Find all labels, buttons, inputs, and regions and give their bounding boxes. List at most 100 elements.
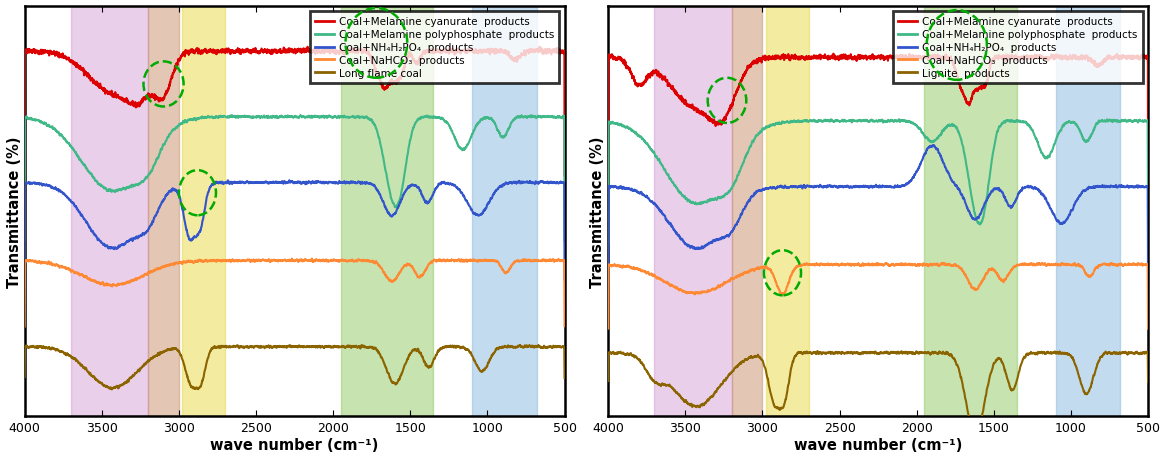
- Coal+NH₄H₂PO₄  products: [1099, 184, 1113, 189]
- Line: Long flame coal: Long flame coal: [25, 345, 565, 390]
- Coal+NaHCO₃  products: [936, 260, 950, 266]
- Long flame coal: [105, 387, 119, 392]
- Long flame coal: [214, 344, 228, 349]
- Coal+Melamine polyphosphate  products: [516, 115, 530, 121]
- Coal+NaHCO₃  products: [272, 258, 286, 264]
- Long flame coal: [558, 375, 572, 381]
- Coal+NaHCO₃  products: [516, 257, 530, 263]
- Coal+Melamine polyphosphate  products: [601, 241, 615, 246]
- Coal+NH₄H₂PO₄  products: [212, 180, 226, 185]
- Coal+Melamine cyanurate  products: [1099, 56, 1113, 62]
- Coal+NH₄H₂PO₄  products: [131, 235, 145, 241]
- Coal+Melamine polyphosphate  products: [131, 183, 145, 188]
- Coal+Melamine polyphosphate  products: [796, 118, 810, 124]
- Coal+NaHCO₃  products: [1099, 262, 1113, 267]
- Long flame coal: [131, 369, 145, 375]
- Coal+NaHCO₃  products: [212, 258, 226, 263]
- Coal+Melamine polyphosphate  products: [824, 117, 838, 123]
- Coal+Melamine polyphosphate  products: [714, 195, 728, 200]
- Y-axis label: Transmittance (%): Transmittance (%): [7, 136, 22, 287]
- Coal+Melamine cyanurate  products: [516, 52, 530, 58]
- Coal+Melamine cyanurate  products: [131, 103, 145, 108]
- X-axis label: wave number (cm⁻¹): wave number (cm⁻¹): [794, 437, 963, 452]
- Coal+Melamine polyphosphate  products: [338, 115, 352, 121]
- Coal+Melamine cyanurate  products: [18, 174, 32, 179]
- Coal+Melamine cyanurate  products: [857, 54, 871, 60]
- Bar: [924, 7, 1016, 416]
- Coal+Melamine polyphosphate  products: [361, 116, 375, 122]
- Coal+Melamine polyphosphate  products: [944, 123, 958, 129]
- Lignite  products: [1141, 379, 1155, 385]
- Long flame coal: [516, 345, 530, 350]
- Coal+NH₄H₂PO₄  products: [18, 277, 32, 282]
- Coal+NaHCO₃  products: [714, 282, 728, 288]
- Coal+Melamine polyphosphate  products: [212, 114, 226, 119]
- Coal+Melamine cyanurate  products: [532, 45, 546, 50]
- Coal+NaHCO₃  products: [796, 262, 810, 268]
- Legend: Coal+Melamine cyanurate  products, Coal+Melamine polyphosphate  products, Coal+N: Coal+Melamine cyanurate products, Coal+M…: [309, 12, 559, 84]
- Coal+NaHCO₃  products: [601, 326, 615, 332]
- Coal+Melamine polyphosphate  products: [857, 118, 871, 124]
- Coal+Melamine cyanurate  products: [558, 174, 572, 179]
- Line: Coal+NH₄H₂PO₄  products: Coal+NH₄H₂PO₄ products: [608, 146, 1148, 282]
- Coal+NH₄H₂PO₄  products: [1141, 279, 1155, 285]
- Coal+Melamine cyanurate  products: [826, 52, 840, 57]
- Coal+Melamine polyphosphate  products: [1099, 118, 1113, 124]
- Line: Coal+Melamine cyanurate  products: Coal+Melamine cyanurate products: [608, 55, 1148, 180]
- Coal+Melamine polyphosphate  products: [558, 238, 572, 244]
- Coal+NaHCO₃  products: [338, 259, 352, 264]
- Coal+Melamine cyanurate  products: [796, 56, 810, 61]
- X-axis label: wave number (cm⁻¹): wave number (cm⁻¹): [210, 437, 379, 452]
- Coal+NH₄H₂PO₄  products: [927, 143, 941, 149]
- Bar: [71, 7, 148, 416]
- Coal+NaHCO₃  products: [855, 261, 869, 267]
- Coal+Melamine polyphosphate  products: [922, 139, 936, 144]
- Line: Coal+NH₄H₂PO₄  products: Coal+NH₄H₂PO₄ products: [25, 181, 565, 280]
- Long flame coal: [531, 342, 545, 348]
- Coal+NH₄H₂PO₄  products: [944, 178, 958, 183]
- Bar: [655, 7, 732, 416]
- Coal+Melamine cyanurate  products: [1141, 178, 1155, 183]
- Coal+Melamine cyanurate  products: [361, 50, 375, 56]
- Coal+NaHCO₃  products: [131, 276, 145, 281]
- Lignite  products: [922, 350, 936, 356]
- Line: Coal+Melamine polyphosphate  products: Coal+Melamine polyphosphate products: [608, 120, 1148, 244]
- Long flame coal: [338, 345, 352, 351]
- Lignite  products: [855, 351, 869, 356]
- Coal+NH₄H₂PO₄  products: [558, 277, 572, 283]
- Bar: [1055, 7, 1120, 416]
- Coal+NH₄H₂PO₄  products: [796, 184, 810, 190]
- Coal+NH₄H₂PO₄  products: [922, 146, 936, 151]
- Long flame coal: [18, 375, 32, 380]
- Coal+Melamine cyanurate  products: [944, 58, 958, 64]
- Coal+NaHCO₃  products: [18, 324, 32, 330]
- Coal+Melamine polyphosphate  products: [225, 113, 239, 119]
- Coal+NaHCO₃  products: [944, 263, 958, 268]
- Coal+NaHCO₃  products: [361, 257, 375, 263]
- Coal+Melamine cyanurate  products: [922, 56, 936, 62]
- Bar: [182, 7, 225, 416]
- Coal+NH₄H₂PO₄  products: [855, 185, 869, 190]
- Bar: [766, 7, 809, 416]
- Bar: [341, 7, 433, 416]
- Lignite  products: [796, 350, 810, 355]
- Coal+NH₄H₂PO₄  products: [601, 279, 615, 285]
- Coal+Melamine polyphosphate  products: [1141, 240, 1155, 245]
- Long flame coal: [361, 345, 375, 350]
- Bar: [148, 7, 179, 416]
- Coal+NH₄H₂PO₄  products: [221, 178, 235, 184]
- Coal+NH₄H₂PO₄  products: [273, 180, 287, 185]
- Coal+NaHCO₃  products: [305, 256, 319, 262]
- Coal+Melamine cyanurate  products: [714, 119, 728, 125]
- Coal+NH₄H₂PO₄  products: [516, 179, 530, 185]
- Lignite  products: [1099, 351, 1113, 356]
- Line: Coal+Melamine polyphosphate  products: Coal+Melamine polyphosphate products: [25, 116, 565, 241]
- Line: Coal+NaHCO₃  products: Coal+NaHCO₃ products: [25, 259, 565, 327]
- Coal+Melamine cyanurate  products: [338, 50, 352, 55]
- Coal+NaHCO₃  products: [922, 263, 936, 269]
- Line: Lignite  products: Lignite products: [608, 352, 1148, 436]
- Coal+Melamine cyanurate  products: [212, 50, 226, 55]
- Lignite  products: [944, 353, 958, 358]
- Legend: Coal+Melamine cyanurate  products, Coal+Melamine polyphosphate  products, Coal+N: Coal+Melamine cyanurate products, Coal+M…: [893, 12, 1142, 84]
- Coal+Melamine cyanurate  products: [601, 175, 615, 181]
